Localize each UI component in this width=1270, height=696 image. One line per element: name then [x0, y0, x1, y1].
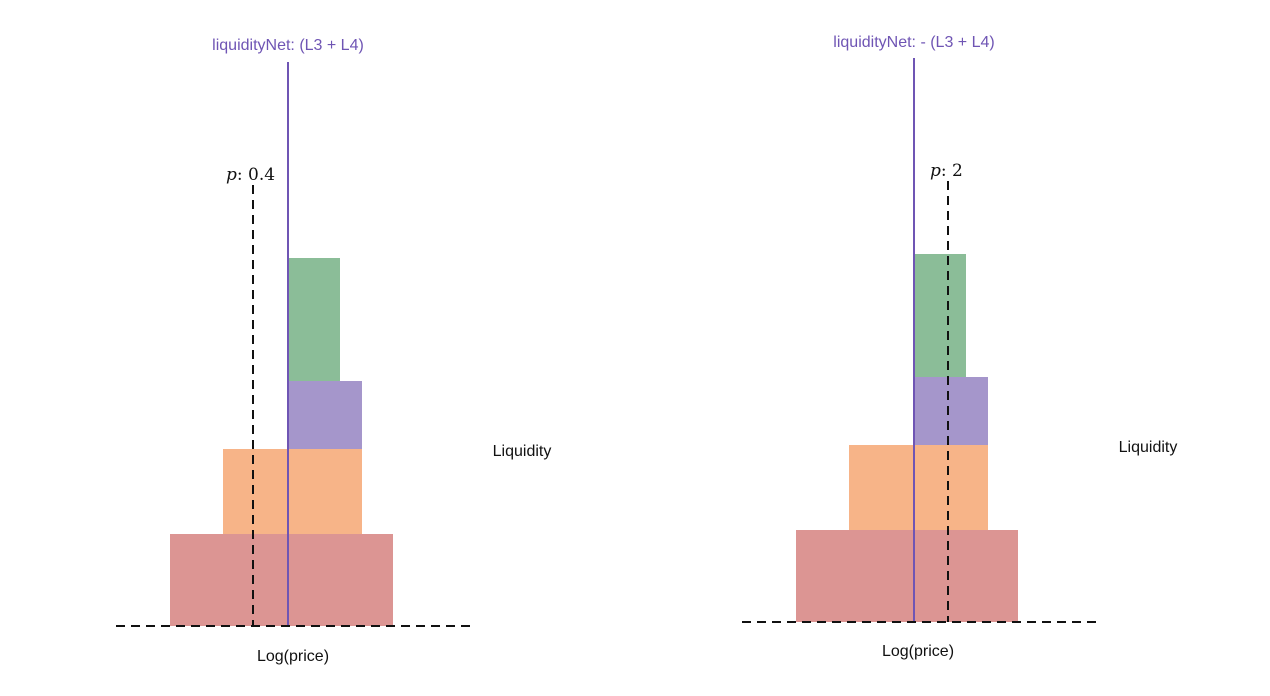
- liquidity-block-green: [288, 258, 340, 381]
- panel-title: liquidityNet: - (L3 + L4): [833, 34, 994, 51]
- panel-left: liquidityNet: (L3 + L4) p: 0.4 Liquidity…: [116, 37, 551, 665]
- panel-right: liquidityNet: - (L3 + L4) p: 2 Liquidity…: [742, 34, 1177, 660]
- x-axis-label: Log(price): [882, 643, 954, 660]
- price-label: p: 2: [930, 161, 963, 181]
- liquidity-block-purple: [914, 377, 988, 445]
- liquidity-block-orange: [849, 445, 988, 530]
- price-value: : 0.4: [237, 165, 275, 185]
- price-label: p: 0.4: [226, 165, 275, 185]
- liquidity-block-green: [914, 254, 966, 377]
- price-symbol: p: [226, 165, 237, 185]
- y-axis-label: Liquidity: [1119, 439, 1178, 456]
- y-axis-label: Liquidity: [493, 443, 552, 460]
- price-value: : 2: [941, 161, 963, 181]
- liquidity-block-red: [170, 534, 393, 626]
- panel-title: liquidityNet: (L3 + L4): [212, 37, 364, 54]
- price-symbol: p: [930, 161, 941, 181]
- liquidity-block-orange: [223, 449, 362, 534]
- liquidity-block-purple: [288, 381, 362, 449]
- x-axis-label: Log(price): [257, 648, 329, 665]
- liquidity-block-red: [796, 530, 1018, 622]
